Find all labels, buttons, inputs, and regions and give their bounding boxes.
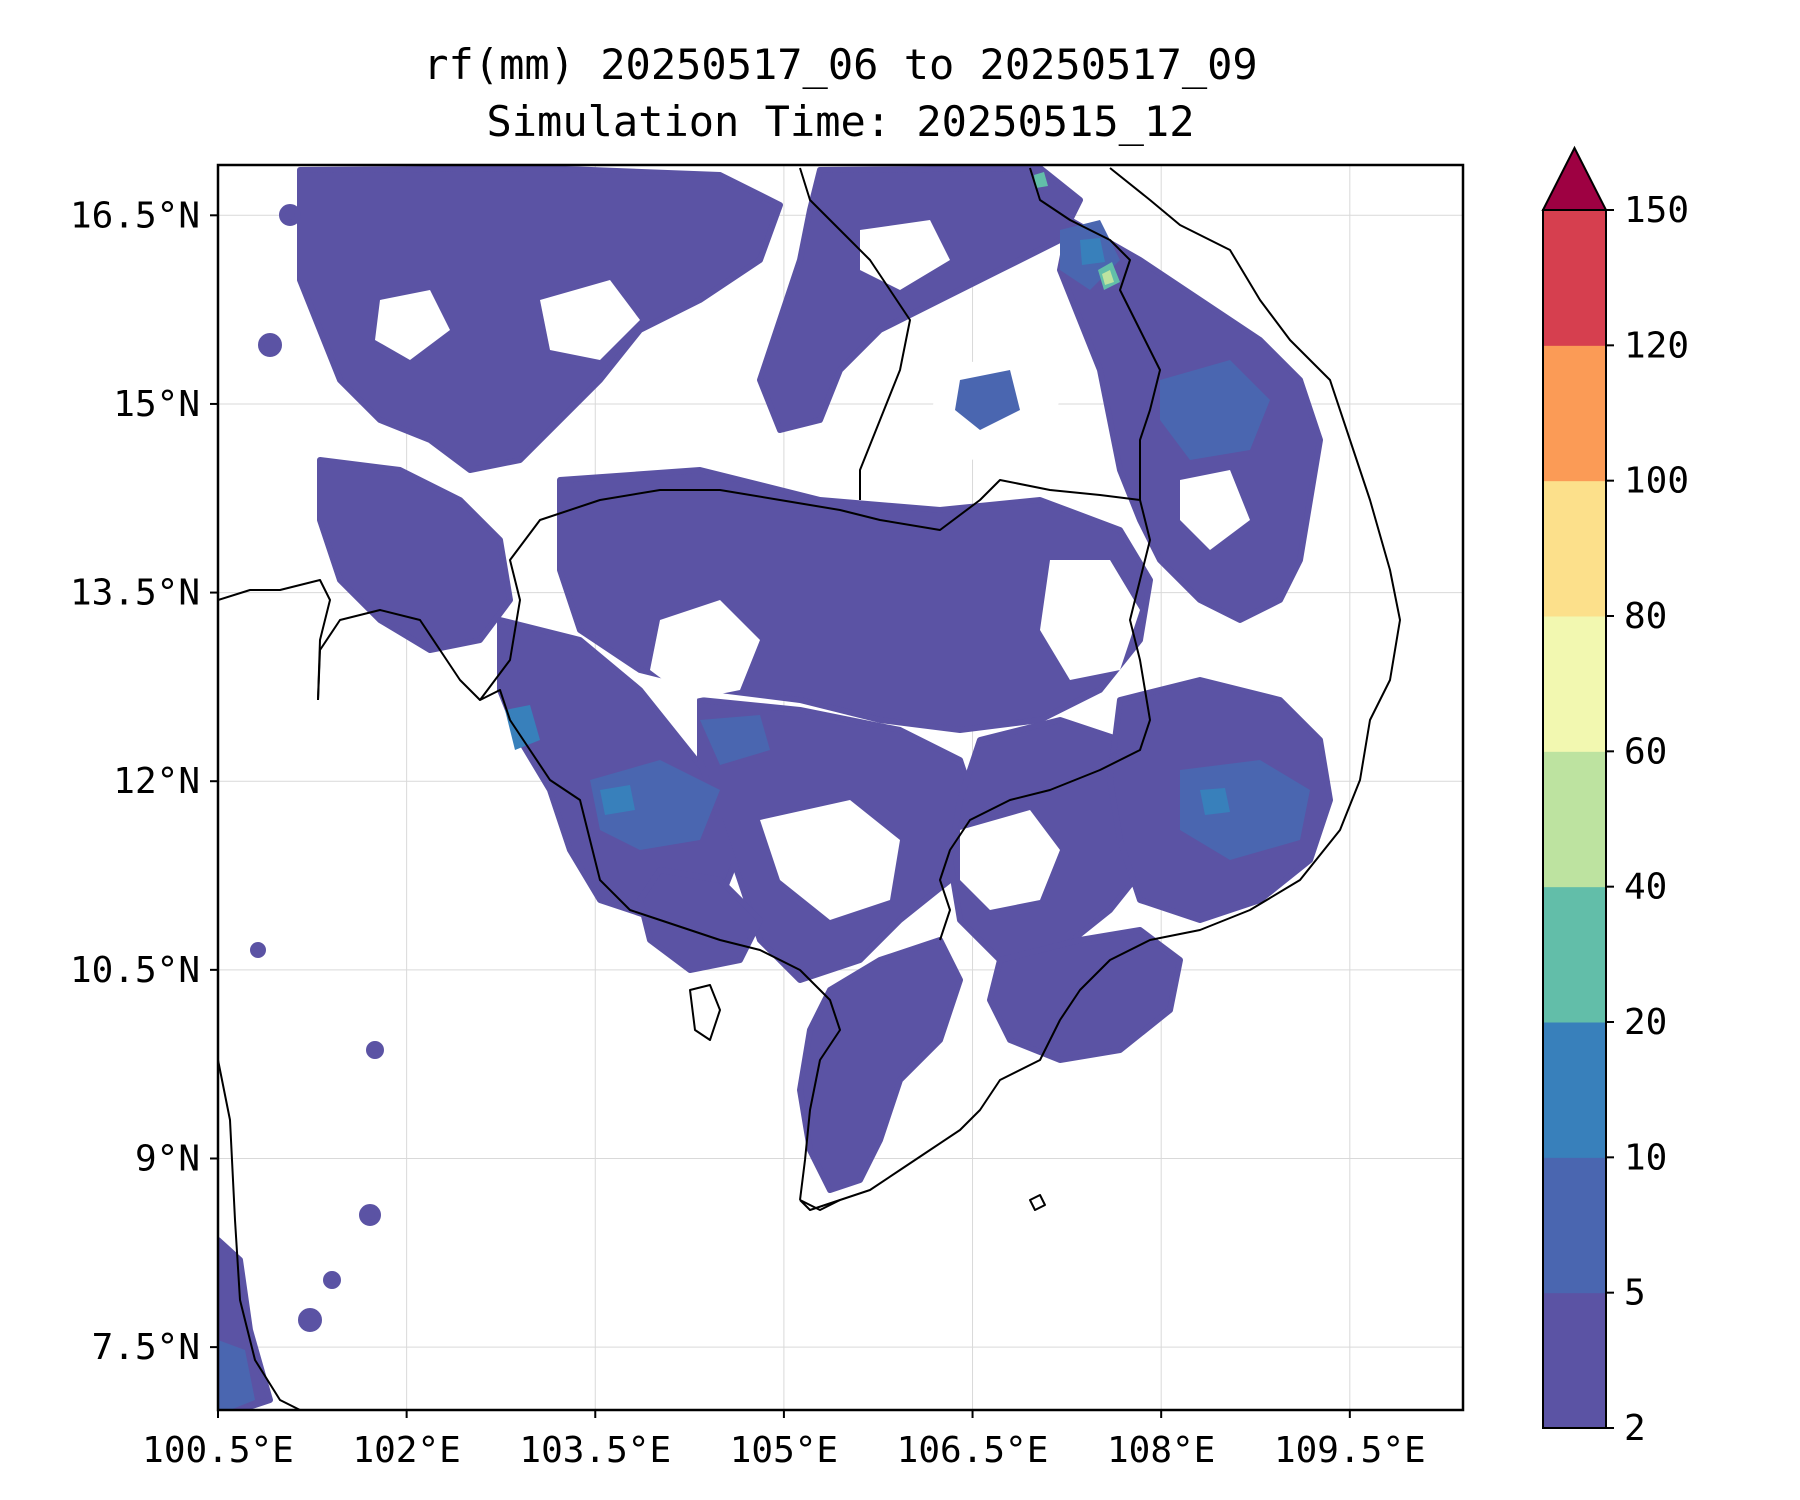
colorbar-label: 5 (1624, 1273, 1646, 1314)
dry-area (1040, 560, 1140, 680)
colorbar-label: 10 (1624, 1137, 1667, 1178)
y-tick-label: 15°N (113, 384, 200, 425)
colorbar-label: 120 (1624, 325, 1689, 366)
dry-area (375, 290, 450, 360)
con-dao-island (1029, 1194, 1046, 1211)
rain-speck (279, 204, 301, 226)
rain-speck (250, 942, 266, 958)
ca-mau-tip (799, 1199, 841, 1211)
rain-patch-10-20 (505, 705, 540, 750)
x-tick-label: 103.5°E (519, 1430, 671, 1471)
rain-patch-10-20 (1080, 238, 1105, 265)
rain-patch-20-40 (1034, 172, 1048, 188)
rain-patch-5-10 (955, 370, 1020, 430)
rain-patch-5-10 (700, 715, 770, 765)
rain-speck (366, 1041, 384, 1059)
rain-area-south-central-vietnam (987, 927, 1183, 1063)
x-tick-label: 105°E (730, 1430, 838, 1471)
y-tick-label: 12°N (113, 761, 200, 802)
y-tick-label: 16.5°N (70, 195, 200, 236)
rain-patch-5-10 (1160, 360, 1270, 460)
thailand-myanmar-border (218, 579, 331, 701)
dry-area (540, 280, 640, 360)
colorbar-segment (1543, 1292, 1606, 1429)
colorbar-label: 100 (1624, 461, 1689, 502)
colorbar-segment (1543, 210, 1606, 346)
rain-speck (323, 1271, 341, 1289)
colorbar-label: 150 (1624, 190, 1689, 231)
rain-area-thailand-east (317, 457, 513, 653)
colorbar-label: 20 (1624, 1002, 1667, 1043)
colorbar-segment (1543, 1022, 1606, 1158)
rain-speck (359, 1204, 381, 1226)
phu-quoc-island (689, 984, 721, 1041)
cambodia-thailand-border (479, 479, 1151, 941)
colorbar-label: 40 (1624, 867, 1667, 908)
dry-area (760, 800, 900, 920)
x-tick-label: 106.5°E (897, 1430, 1049, 1471)
rain-area-cambodia-south (637, 867, 763, 973)
vietnam-east-coast (799, 167, 1401, 1211)
dry-area (960, 810, 1060, 910)
colorbar-segment (1543, 480, 1606, 617)
x-tick-label: 109.5°E (1274, 1430, 1426, 1471)
rainfall-contours (218, 165, 1333, 1410)
laos-vietnam-border (1029, 167, 1161, 500)
dry-area (650, 600, 760, 700)
rain-patch-10-20 (1200, 788, 1230, 815)
dry-area (860, 220, 950, 290)
colorbar-segment (1543, 345, 1606, 482)
colorbar-frame (1542, 209, 1607, 1429)
colorbar-segment (1543, 886, 1606, 1023)
colorbar-extend-arrow (1541, 145, 1608, 211)
colorbar-segment (1543, 1157, 1606, 1294)
malay-peninsula-coast (218, 1059, 301, 1410)
colorbar-segment (1543, 751, 1606, 888)
coastlines-and-borders (218, 167, 1401, 1410)
y-tick-label: 7.5°N (92, 1327, 200, 1368)
rain-patch-5-10 (1180, 760, 1310, 860)
y-tick-label: 13.5°N (70, 573, 200, 614)
map-axes: 100.5°E 102°E 103.5°E 105°E 106.5°E 108°E 109.… (70, 195, 1426, 1471)
rain-patch-5-10 (590, 760, 720, 850)
colorbar-label: 80 (1624, 596, 1667, 637)
rain-patch-5-10 (218, 1340, 255, 1410)
colorbar-label: 2 (1624, 1408, 1646, 1449)
rain-speck (298, 1308, 322, 1332)
colorbar-label: 60 (1624, 731, 1667, 772)
rain-speck (258, 333, 282, 357)
x-tick-label: 102°E (352, 1430, 460, 1471)
map-panel (216, 163, 1465, 1412)
colorbar: 2 5 10 20 40 60 80 100 120 150 (1541, 145, 1689, 1449)
rain-patch-40-60 (1102, 270, 1114, 285)
gulf-of-thailand-coast (317, 609, 841, 1201)
y-tick-label: 9°N (135, 1138, 200, 1179)
x-tick-label: 100.5°E (142, 1430, 294, 1471)
map-frame (216, 163, 1465, 1412)
x-tick-label: 108°E (1107, 1430, 1215, 1471)
laos-thailand-border (799, 167, 911, 500)
dry-area (1180, 470, 1250, 550)
map-subtitle: Simulation Time: 20250515_12 (486, 97, 1195, 146)
map-title: rf(mm) 20250517_06 to 20250517_09 (423, 40, 1258, 89)
rain-area-north-central (757, 165, 1083, 433)
y-tick-label: 10.5°N (70, 950, 200, 991)
colorbar-segment (1543, 616, 1606, 752)
rain-area-north-laos (297, 165, 783, 473)
rain-patch-10-20 (600, 785, 635, 815)
